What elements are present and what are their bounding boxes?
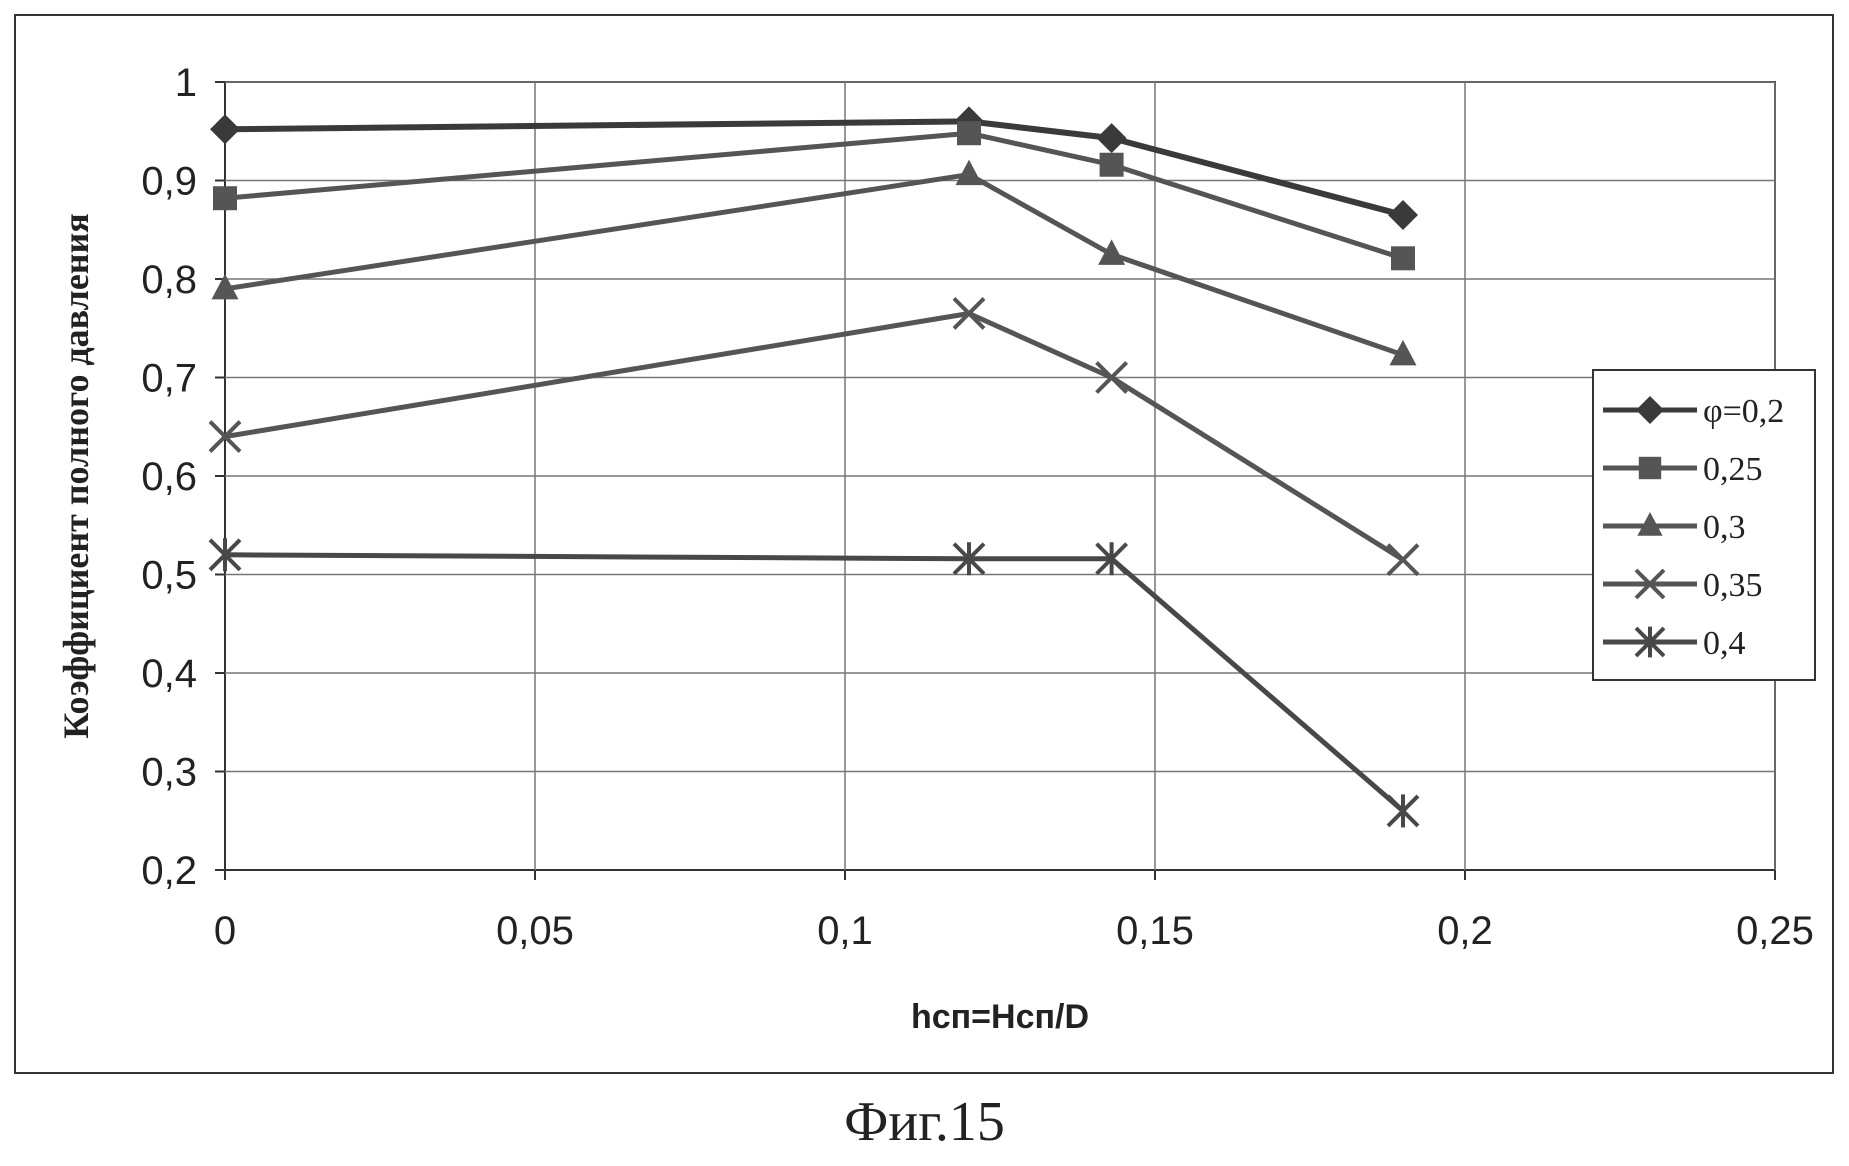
x-tick-label: 0 xyxy=(214,909,236,953)
legend-label: 0,3 xyxy=(1703,509,1746,546)
series-line xyxy=(225,313,1403,559)
data-point xyxy=(1388,794,1418,827)
y-axis-title: Коэффициент полного давления xyxy=(56,213,96,739)
line-chart: 00,050,10,150,20,25 0,20,30,40,50,60,70,… xyxy=(0,0,1849,1090)
series-line xyxy=(225,133,1403,258)
data-point xyxy=(1097,123,1127,153)
data-point xyxy=(1098,239,1125,265)
x-tick-label: 0,2 xyxy=(1437,909,1493,953)
x-tick-label: 0,1 xyxy=(817,909,873,953)
y-tick-label: 0,4 xyxy=(141,652,197,696)
y-tick-label: 0,6 xyxy=(141,455,197,499)
legend-label: 0,25 xyxy=(1703,451,1763,488)
legend-label: φ=0,2 xyxy=(1703,393,1784,430)
series-4 xyxy=(210,298,1418,574)
legend-marker xyxy=(1639,457,1661,479)
data-point xyxy=(956,160,983,186)
data-point xyxy=(210,114,240,144)
series-line xyxy=(225,555,1403,811)
legend-label: 0,4 xyxy=(1703,625,1746,662)
data-point xyxy=(1388,200,1418,230)
y-tick-label: 1 xyxy=(175,61,197,105)
x-tick-label: 0,15 xyxy=(1116,909,1194,953)
series-5 xyxy=(210,538,1418,827)
y-tick-label: 0,7 xyxy=(141,357,197,401)
figure-caption: Фиг.15 xyxy=(0,1090,1849,1154)
x-axis-title: hсп=Hсп/D xyxy=(911,998,1089,1036)
data-point xyxy=(1391,246,1415,270)
series-layer xyxy=(210,106,1418,827)
x-axis-ticks: 0 0,05 0,1 0,15 0,2 0,25 xyxy=(214,870,1814,953)
y-axis-ticks: 0,2 0,3 0,4 0,5 0,6 0,7 0,8 0,9 1 xyxy=(141,61,225,893)
y-tick-label: 0,3 xyxy=(141,751,197,795)
y-tick-label: 0,9 xyxy=(141,160,197,204)
series-2 xyxy=(213,121,1415,270)
series-1 xyxy=(210,106,1418,230)
data-point xyxy=(957,121,981,145)
data-point xyxy=(213,186,237,210)
legend: φ=0,2 0,25 0,3 0,35 0,4 xyxy=(1593,370,1815,680)
gridlines xyxy=(225,82,1775,870)
y-tick-label: 0,8 xyxy=(141,258,197,302)
x-tick-label: 0,05 xyxy=(496,909,574,953)
data-point xyxy=(1100,153,1124,177)
series-3 xyxy=(212,160,1417,366)
y-tick-label: 0,5 xyxy=(141,554,197,598)
data-point xyxy=(1388,545,1418,575)
legend-label: 0,35 xyxy=(1703,567,1763,604)
y-tick-label: 0,2 xyxy=(141,849,197,893)
x-tick-label: 0,25 xyxy=(1736,909,1814,953)
